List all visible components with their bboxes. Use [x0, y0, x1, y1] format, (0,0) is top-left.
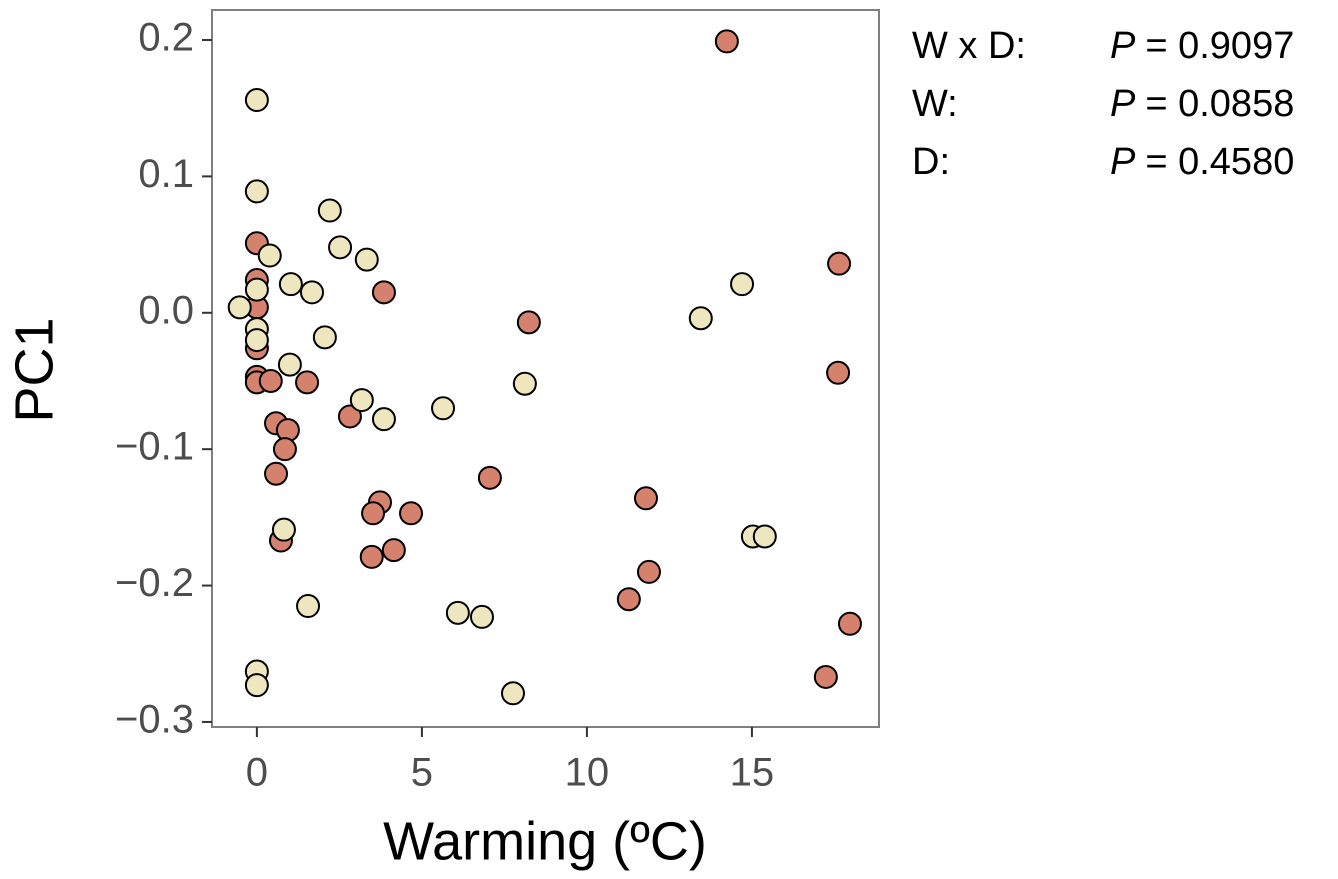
- point: [257, 243, 282, 268]
- annotation-stat-symbol: P: [1110, 83, 1136, 125]
- point: [244, 673, 269, 698]
- annotation-term: W:: [912, 83, 958, 125]
- y-tick-label: −0.3: [115, 698, 194, 742]
- y-tick-label: 0.1: [138, 152, 194, 196]
- x-tick-label: 5: [411, 751, 433, 795]
- annotation-term: D:: [912, 141, 950, 183]
- point: [477, 465, 502, 490]
- x-tick-label: 15: [730, 751, 775, 795]
- annotation-stat-symbol: P: [1110, 25, 1136, 67]
- point: [296, 594, 321, 619]
- point: [349, 388, 374, 413]
- point: [337, 404, 362, 429]
- point: [431, 396, 456, 421]
- y-tick-label: −0.2: [115, 561, 194, 605]
- point: [227, 295, 252, 320]
- point: [264, 461, 289, 486]
- point: [516, 310, 541, 335]
- point: [813, 664, 838, 689]
- point: [730, 272, 755, 297]
- point: [258, 368, 283, 393]
- point: [469, 604, 494, 629]
- point: [359, 544, 384, 569]
- point: [714, 29, 739, 54]
- point: [244, 328, 269, 353]
- point: [244, 277, 269, 302]
- point: [827, 251, 852, 276]
- point: [636, 559, 661, 584]
- point: [837, 611, 862, 636]
- point: [381, 538, 406, 563]
- y-tick-label: 0.0: [138, 288, 194, 332]
- point: [633, 486, 658, 511]
- point: [361, 501, 386, 526]
- point: [752, 524, 777, 549]
- point: [312, 325, 337, 350]
- point: [295, 370, 320, 395]
- y-axis-title: PC1: [4, 317, 64, 422]
- x-tick-label: 0: [246, 751, 268, 795]
- plot-panel: [211, 9, 880, 728]
- point: [399, 501, 424, 526]
- point: [244, 88, 269, 113]
- annotation-stat-value: = 0.0858: [1145, 83, 1294, 125]
- point: [354, 247, 379, 272]
- annotation-stat-symbol: P: [1110, 141, 1136, 183]
- x-axis-title: Warming (ºC): [383, 811, 707, 871]
- point: [616, 587, 641, 612]
- point: [277, 352, 302, 377]
- point: [500, 681, 525, 706]
- annotation-stat-value: = 0.9097: [1145, 25, 1294, 67]
- point: [244, 179, 269, 204]
- y-tick-label: −0.1: [115, 425, 194, 469]
- point: [272, 437, 297, 462]
- point: [317, 198, 342, 223]
- annotation-stat: P = 0.0858: [1110, 83, 1294, 125]
- y-tick-label: 0.2: [138, 16, 194, 60]
- point: [328, 235, 353, 260]
- point: [371, 280, 396, 305]
- point: [826, 360, 851, 385]
- point: [271, 517, 296, 542]
- point: [512, 371, 537, 396]
- point: [278, 272, 303, 297]
- annotation-stat-value: = 0.4580: [1145, 141, 1294, 183]
- x-tick-label: 10: [565, 751, 610, 795]
- annotation-stat: P = 0.9097: [1110, 25, 1294, 67]
- point: [300, 280, 325, 305]
- point: [371, 407, 396, 432]
- point: [688, 306, 713, 331]
- annotation-stat: P = 0.4580: [1110, 141, 1294, 183]
- annotation-term: W x D:: [912, 25, 1026, 67]
- point: [445, 600, 470, 625]
